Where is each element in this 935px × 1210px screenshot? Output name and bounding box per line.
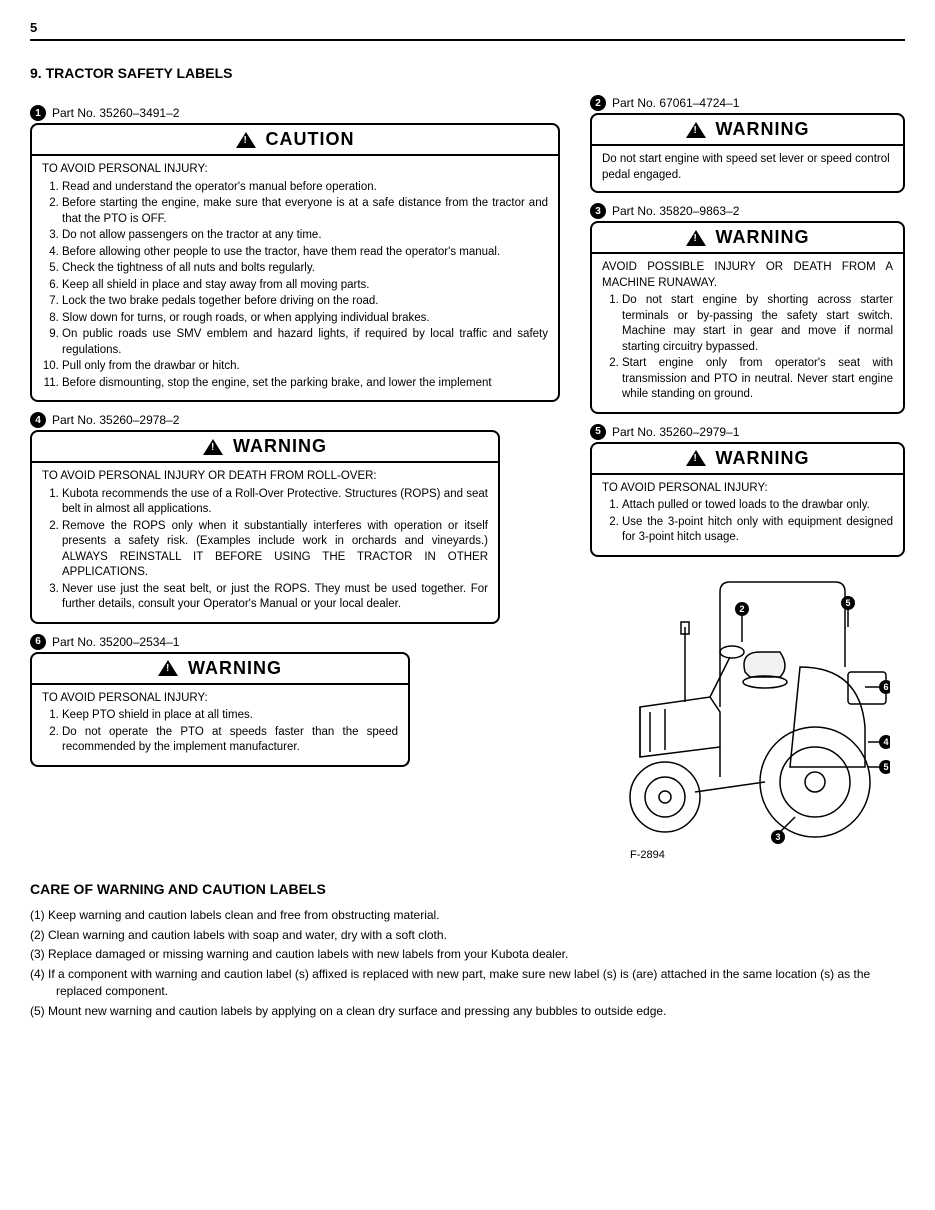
- warning-triangle-icon: [158, 660, 178, 676]
- box-lead-4: TO AVOID PERSONAL INJURY OR DEATH FROM R…: [42, 469, 488, 485]
- part-header-6: 6 Part No. 35200–2534–1: [30, 634, 560, 650]
- list-item: Kubota recommends the use of a Roll-Over…: [62, 487, 488, 518]
- part-no-6: Part No. 35200–2534–1: [52, 635, 179, 649]
- box-title-4: WARNING: [32, 432, 498, 463]
- care-item: (1) Keep warning and caution labels clea…: [30, 907, 905, 924]
- box-title-text-1: CAUTION: [266, 129, 355, 150]
- tractor-figure: 2 5 6 4 5 3 F-2894: [590, 567, 905, 861]
- box-body-2: Do not start engine with speed set lever…: [592, 146, 903, 191]
- callout-2: 2: [739, 604, 744, 614]
- callout-3: 3: [775, 832, 780, 842]
- care-item: (4) If a component with warning and caut…: [30, 966, 905, 1000]
- list-item: Read and understand the operator's manua…: [62, 180, 548, 196]
- left-column: 1 Part No. 35260–3491–2 CAUTION TO AVOID…: [30, 95, 560, 775]
- warning-triangle-icon: [686, 230, 706, 246]
- box-title-text-6: WARNING: [188, 658, 282, 679]
- list-item: Before allowing other people to use the …: [62, 245, 548, 261]
- part-no-4: Part No. 35260–2978–2: [52, 413, 179, 427]
- label-num-2: 2: [590, 95, 606, 111]
- box-title-text-2: WARNING: [716, 119, 810, 140]
- list-item: Start engine only from operator's seat w…: [622, 356, 893, 403]
- caution-box-1: CAUTION TO AVOID PERSONAL INJURY: Read a…: [30, 123, 560, 402]
- warning-triangle-icon: [236, 132, 256, 148]
- box-title-2: WARNING: [592, 115, 903, 146]
- list-item: Use the 3-point hitch only with equipmen…: [622, 515, 893, 546]
- part-header-1: 1 Part No. 35260–3491–2: [30, 105, 560, 121]
- box-body-3: AVOID POSSIBLE INJURY OR DEATH FROM A MA…: [592, 254, 903, 412]
- box-lead-6: TO AVOID PERSONAL INJURY:: [42, 691, 398, 707]
- section-title: 9. TRACTOR SAFETY LABELS: [30, 65, 905, 81]
- list-item: Never use just the seat belt, or just th…: [62, 582, 488, 613]
- box-title-5: WARNING: [592, 444, 903, 475]
- label-num-4: 4: [30, 412, 46, 428]
- label-num-6: 6: [30, 634, 46, 650]
- warning-box-6: WARNING TO AVOID PERSONAL INJURY: Keep P…: [30, 652, 410, 767]
- tractor-illustration: 2 5 6 4 5 3: [590, 567, 890, 847]
- list-item: Keep all shield in place and stay away f…: [62, 278, 548, 294]
- list-item: Before starting the engine, make sure th…: [62, 196, 548, 227]
- list-item: Slow down for turns, or rough roads, or …: [62, 311, 548, 327]
- warning-box-5: WARNING TO AVOID PERSONAL INJURY: Attach…: [590, 442, 905, 557]
- part-header-5: 5 Part No. 35260–2979–1: [590, 424, 905, 440]
- box-title-3: WARNING: [592, 223, 903, 254]
- warning-triangle-icon: [203, 439, 223, 455]
- columns: 1 Part No. 35260–3491–2 CAUTION TO AVOID…: [30, 95, 905, 861]
- box-lead-5: TO AVOID PERSONAL INJURY:: [602, 481, 893, 497]
- care-list: (1) Keep warning and caution labels clea…: [30, 907, 905, 1020]
- list-item: Do not operate the PTO at speeds faster …: [62, 725, 398, 756]
- box-lead-1: TO AVOID PERSONAL INJURY:: [42, 162, 548, 178]
- box-title-text-5: WARNING: [716, 448, 810, 469]
- callout-5b: 5: [883, 762, 888, 772]
- warning-triangle-icon: [686, 122, 706, 138]
- box-lead-3: AVOID POSSIBLE INJURY OR DEATH FROM A MA…: [602, 260, 893, 291]
- label-num-1: 1: [30, 105, 46, 121]
- box-body-4: TO AVOID PERSONAL INJURY OR DEATH FROM R…: [32, 463, 498, 622]
- part-header-4: 4 Part No. 35260–2978–2: [30, 412, 560, 428]
- box-list-4: Kubota recommends the use of a Roll-Over…: [42, 487, 488, 613]
- box-list-1: Read and understand the operator's manua…: [42, 180, 548, 392]
- box-title-6: WARNING: [32, 654, 408, 685]
- list-item: Pull only from the drawbar or hitch.: [62, 359, 548, 375]
- list-item: Do not start engine by shorting across s…: [622, 293, 893, 355]
- care-item: (3) Replace damaged or missing warning a…: [30, 946, 905, 963]
- care-item: (2) Clean warning and caution labels wit…: [30, 927, 905, 944]
- callout-6: 6: [883, 682, 888, 692]
- warning-box-4: WARNING TO AVOID PERSONAL INJURY OR DEAT…: [30, 430, 500, 624]
- part-no-5: Part No. 35260–2979–1: [612, 425, 739, 439]
- list-item: Do not allow passengers on the tractor a…: [62, 228, 548, 244]
- callout-4: 4: [883, 737, 888, 747]
- list-item: Lock the two brake pedals together befor…: [62, 294, 548, 310]
- list-item: Keep PTO shield in place at all times.: [62, 708, 398, 724]
- care-title: CARE OF WARNING AND CAUTION LABELS: [30, 881, 905, 897]
- box-body-6: TO AVOID PERSONAL INJURY: Keep PTO shiel…: [32, 685, 408, 765]
- care-item: (5) Mount new warning and caution labels…: [30, 1003, 905, 1020]
- box-title-text-4: WARNING: [233, 436, 327, 457]
- callout-5: 5: [845, 598, 850, 608]
- part-no-1: Part No. 35260–3491–2: [52, 106, 179, 120]
- label-num-5: 5: [590, 424, 606, 440]
- warning-box-2: WARNING Do not start engine with speed s…: [590, 113, 905, 193]
- box-list-6: Keep PTO shield in place at all times. D…: [42, 708, 398, 756]
- part-header-2: 2 Part No. 67061–4724–1: [590, 95, 905, 111]
- warning-triangle-icon: [686, 450, 706, 466]
- label-num-3: 3: [590, 203, 606, 219]
- list-item: Check the tightness of all nuts and bolt…: [62, 261, 548, 277]
- part-no-3: Part No. 35820–9863–2: [612, 204, 739, 218]
- box-title-text-3: WARNING: [716, 227, 810, 248]
- list-item: On public roads use SMV emblem and hazar…: [62, 327, 548, 358]
- list-item: Remove the ROPS only when it substantial…: [62, 519, 488, 581]
- list-item: Attach pulled or towed loads to the draw…: [622, 498, 893, 514]
- box-body-5: TO AVOID PERSONAL INJURY: Attach pulled …: [592, 475, 903, 555]
- part-no-2: Part No. 67061–4724–1: [612, 96, 739, 110]
- list-item: Before dismounting, stop the engine, set…: [62, 376, 548, 392]
- right-column: 2 Part No. 67061–4724–1 WARNING Do not s…: [590, 95, 905, 861]
- part-header-3: 3 Part No. 35820–9863–2: [590, 203, 905, 219]
- box-list-5: Attach pulled or towed loads to the draw…: [602, 498, 893, 546]
- warning-box-3: WARNING AVOID POSSIBLE INJURY OR DEATH F…: [590, 221, 905, 414]
- figure-label: F-2894: [630, 849, 905, 861]
- box-list-3: Do not start engine by shorting across s…: [602, 293, 893, 403]
- box-title-1: CAUTION: [32, 125, 558, 156]
- box-body-1: TO AVOID PERSONAL INJURY: Read and under…: [32, 156, 558, 400]
- page-number: 5: [30, 20, 905, 41]
